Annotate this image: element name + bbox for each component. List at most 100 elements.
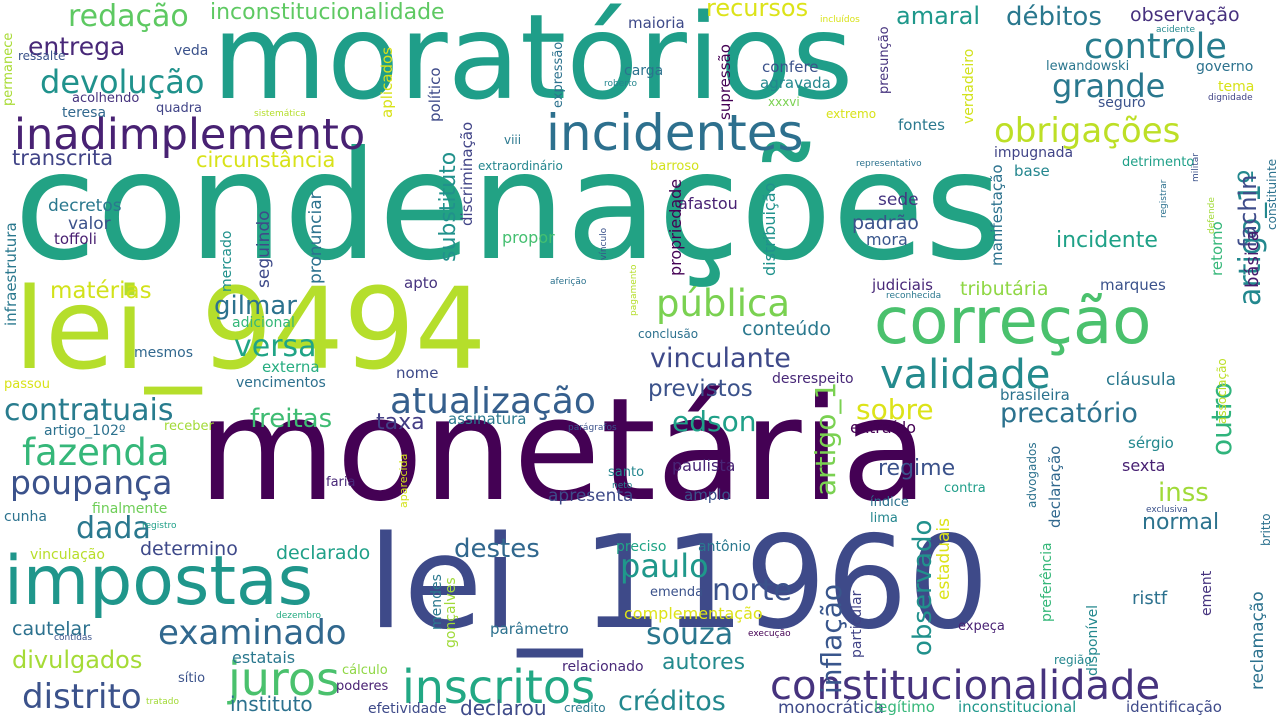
word-regiao: região <box>1054 653 1092 667</box>
word-substituto: substituto <box>436 151 461 262</box>
word-distribuicao: distribuição <box>760 182 779 276</box>
word-entrega: entrega <box>28 32 126 61</box>
word-propriedade: propriedade <box>666 178 685 276</box>
word-extraido: extraído <box>850 418 917 437</box>
word-aparecida: aparecida <box>397 453 410 508</box>
word-lima: lima <box>870 511 898 526</box>
word-agravada: agravada <box>760 74 831 92</box>
word-norte: norte <box>712 573 792 608</box>
word-inss: inss <box>1158 478 1209 508</box>
word-extraordinario: extraordinário <box>478 159 563 173</box>
word-nome: nome <box>396 364 439 382</box>
word-quadra: quadra <box>156 101 203 116</box>
word-valor: valor <box>68 214 111 234</box>
word-devolucao: devolução <box>40 63 205 101</box>
word-discriminacao: discriminação <box>458 121 476 226</box>
word-sexta: sexta <box>1122 456 1166 475</box>
word-maioria: maioria <box>628 14 685 32</box>
word-politico: político <box>426 67 444 122</box>
word-inscritos: inscritos <box>402 660 596 714</box>
word-artigo102: artigo_102º <box>44 423 126 439</box>
word-defende: defende <box>1207 197 1217 234</box>
word-precatorio: precatório <box>1000 398 1138 429</box>
word-legitimo: legítimo <box>874 698 935 716</box>
word-tema: tema <box>1218 79 1255 95</box>
word-poderes: poderes <box>336 679 389 694</box>
word-constitucionalidade: constitucionalidade <box>770 663 1161 709</box>
word-contra: contra <box>944 481 986 496</box>
word-versa: versa <box>234 329 317 364</box>
word-distrito: distrito <box>22 677 142 717</box>
word-afericao: aferição <box>550 277 587 287</box>
word-apresenta: apresenta <box>548 486 634 506</box>
word-supressao: supressão <box>716 44 734 120</box>
word-autores: autores <box>662 650 746 675</box>
word-brasileira: brasileira <box>1000 386 1070 404</box>
word-estatais: estatais <box>232 648 296 667</box>
word-receber: receber <box>164 419 214 434</box>
word-sede: sede <box>878 190 919 210</box>
word-pagamento: pagamento <box>629 264 639 317</box>
word-constituinte: constituinte <box>1265 158 1279 230</box>
word-contratuais: contratuais <box>4 393 174 428</box>
word-obrigacoes: obrigações <box>994 111 1181 151</box>
word-dada: dada <box>76 511 151 546</box>
word-tributaria: tributária <box>960 278 1049 300</box>
word-amplo: amplo <box>684 486 731 504</box>
word-debitos: débitos <box>1006 2 1102 32</box>
word-inconstitucional: inconstitucional <box>958 698 1077 716</box>
word-faria: faria <box>326 475 356 490</box>
word-efetividade: efetividade <box>368 701 447 717</box>
word-paulo: paulo <box>620 547 709 585</box>
word-finalmente: finalmente <box>92 501 168 517</box>
word-cunha: cunha <box>4 509 47 525</box>
word-identificacao: identificação <box>1126 698 1222 716</box>
word-infraestrutura: infraestrutura <box>2 222 20 326</box>
word-seguindo: seguindo <box>254 210 274 288</box>
word-sergio: sérgio <box>1128 434 1174 452</box>
word-aplicados: aplicados <box>378 46 396 118</box>
word-publica: pública <box>656 282 790 325</box>
word-fontes: fontes <box>898 116 945 134</box>
word-inconstitucionalidade: inconstitucionalidade <box>210 0 445 25</box>
word-recursos: recursos <box>706 0 809 22</box>
word-teresa: teresa <box>62 105 107 121</box>
word-amaral: amaral <box>896 2 981 30</box>
word-conteudo: conteúdo <box>742 318 831 340</box>
word-impugnada: impugnada <box>994 145 1074 161</box>
word-mercado: mercado <box>219 230 235 292</box>
word-vencimentos: vencimentos <box>236 375 326 391</box>
word-preferencia: preferência <box>1039 542 1055 622</box>
word-externa: externa <box>262 358 320 376</box>
word-decretos: decretos <box>48 196 122 216</box>
word-relacionado: relacionado <box>562 659 644 675</box>
word-paragrafos: parágrafos <box>568 423 617 433</box>
word-declaracao: declaração <box>1046 445 1064 528</box>
word-lei-11960: lei_11960 <box>368 509 990 658</box>
word-determino: determino <box>140 538 238 560</box>
word-lewandowski: lewandowski <box>1046 59 1130 74</box>
word-reconhecida: reconhecida <box>886 291 942 301</box>
word-correcao: correção <box>874 285 1152 359</box>
word-complementacao: complementação <box>624 604 763 623</box>
word-basica: básica <box>1242 230 1263 288</box>
word-moratorios: moratórios <box>212 0 854 126</box>
word-paulista: paulista <box>672 456 736 475</box>
word-viii: viii <box>504 133 522 147</box>
word-validade: validade <box>880 352 1051 398</box>
word-artigo-1: artigo_1 <box>809 381 842 496</box>
word-regime: regime <box>878 456 956 481</box>
word-manifestacao: manifestação <box>988 164 1006 267</box>
word-gilmar: gilmar <box>214 291 297 321</box>
word-assinatura: assinatura <box>448 410 527 428</box>
word-sobre: sobre <box>856 393 934 426</box>
word-monocratica: monocrática <box>778 698 885 718</box>
word-incidente: incidente <box>1056 228 1158 253</box>
word-neto: neto <box>612 481 633 491</box>
word-registrar: registrar <box>1159 179 1169 218</box>
word-grande: grande <box>1052 67 1166 105</box>
word-incluidos: incluídos <box>820 15 860 25</box>
word-sistematica: sistemática <box>254 109 306 119</box>
word-previstos: previstos <box>648 376 753 402</box>
